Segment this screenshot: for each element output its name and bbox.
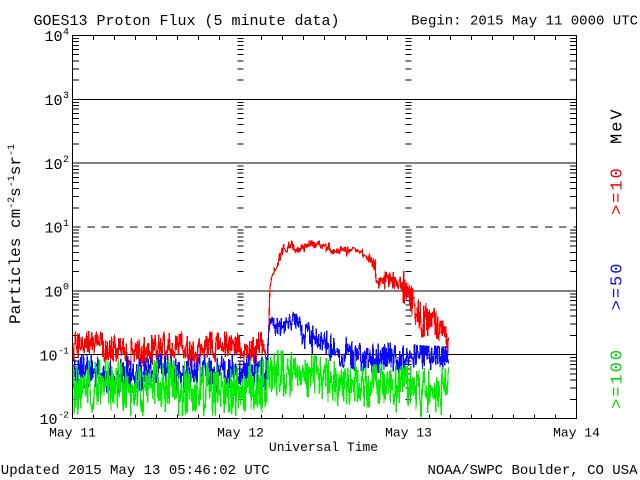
svg-text:0: 0 xyxy=(63,283,69,294)
svg-text:10: 10 xyxy=(39,412,57,429)
svg-text:1: 1 xyxy=(63,219,69,230)
svg-text:>=100: >=100 xyxy=(609,348,628,409)
svg-text:-1: -1 xyxy=(58,345,69,356)
svg-text:3: 3 xyxy=(63,91,69,102)
svg-text:May 13: May 13 xyxy=(385,426,432,441)
svg-text:10: 10 xyxy=(39,348,57,365)
svg-text:GOES13 Proton Flux (5 minute d: GOES13 Proton Flux (5 minute data) xyxy=(34,13,340,30)
svg-text:Updated 2015 May 13 05:46:02 U: Updated 2015 May 13 05:46:02 UTC xyxy=(1,463,270,479)
svg-text:Begin: 2015 May 11 0000 UTC: Begin: 2015 May 11 0000 UTC xyxy=(411,14,638,30)
svg-text:10: 10 xyxy=(44,285,62,302)
svg-text:10: 10 xyxy=(44,93,62,110)
svg-text:>=10: >=10 xyxy=(609,166,628,215)
svg-text:10: 10 xyxy=(44,157,62,174)
svg-text:NOAA/SWPC Boulder, CO USA: NOAA/SWPC Boulder, CO USA xyxy=(427,463,638,479)
svg-text:4: 4 xyxy=(63,27,69,38)
svg-text:Particles cm-2s-1sr-1: Particles cm-2s-1sr-1 xyxy=(7,144,25,324)
svg-text:-2: -2 xyxy=(58,409,69,420)
svg-text:May 14: May 14 xyxy=(553,426,600,441)
svg-text:2: 2 xyxy=(63,155,69,166)
svg-text:Universal Time: Universal Time xyxy=(269,440,378,455)
svg-text:10: 10 xyxy=(44,29,62,46)
svg-text:May 12: May 12 xyxy=(217,426,264,441)
svg-text:May 11: May 11 xyxy=(49,426,96,441)
svg-text:MeV: MeV xyxy=(609,107,628,144)
svg-text:>=50: >=50 xyxy=(609,262,628,311)
svg-text:10: 10 xyxy=(44,221,62,238)
